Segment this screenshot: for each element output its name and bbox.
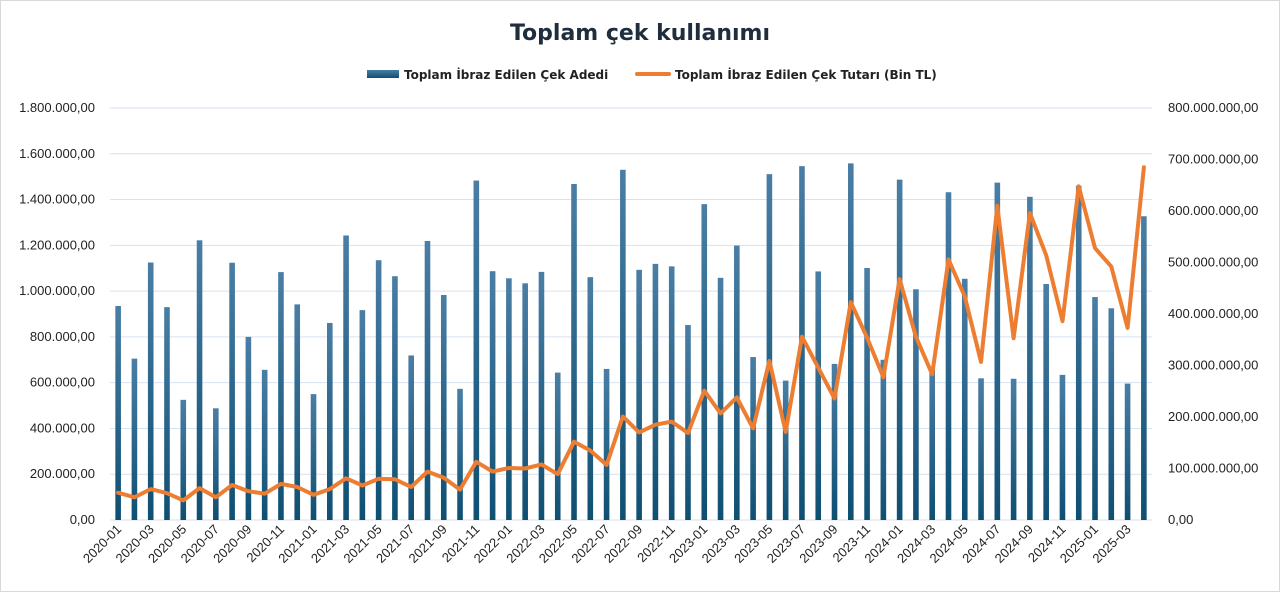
bar [294,304,301,520]
bar [766,174,773,520]
bar [538,271,545,520]
bar [603,368,610,520]
bar [717,277,724,520]
bar [424,240,431,521]
bar [164,307,170,520]
bar [375,260,382,520]
bar [734,245,740,520]
bar [1075,185,1082,521]
bar [326,322,333,520]
bar [229,262,235,520]
bar [961,278,968,520]
bar [408,355,415,520]
bar [457,388,463,520]
chart-title: Toplam çek kullanımı [510,21,770,46]
y-left-tick-label: 1.000.000,00 [19,283,95,298]
bar [571,183,577,521]
y-right-tick-label: 600.000.000,00 [1168,203,1258,218]
bar [522,283,528,520]
bar [440,295,447,520]
y-left-tick-label: 1.400.000,00 [19,192,95,207]
bar [1124,383,1131,520]
bar [636,269,642,520]
y-left-tick-label: 600.000,00 [30,375,95,390]
y-right-tick-label: 200.000.000,00 [1168,409,1258,424]
bar [131,358,138,520]
bar [994,182,1001,520]
y-left-tick-label: 200.000,00 [30,466,95,481]
bar [489,271,496,520]
bar [554,372,561,520]
bar [343,235,349,521]
bar [1027,196,1033,520]
legend-label-line: Toplam İbraz Edilen Çek Tutarı (Bin TL) [675,67,937,82]
bar [473,180,480,520]
bar [1010,378,1017,520]
bar [1108,308,1115,520]
y-left-tick-label: 800.000,00 [30,329,95,344]
y-axis-right: 0,00 100.000.000,00 200.000.000,00 300.000.… [1168,100,1258,527]
y-right-tick-label: 700.000.000,00 [1168,152,1258,167]
bar [213,408,219,520]
bar [847,163,854,520]
bar [701,204,708,520]
y-right-tick-label: 800.000.000,00 [1168,100,1258,115]
bar [278,272,284,520]
bar [587,277,594,520]
bar [896,179,903,521]
bar-series [115,163,1147,521]
bar [815,271,822,520]
bar [245,336,252,520]
bar [506,278,512,520]
bar [831,363,838,520]
bar [668,266,675,520]
bar [652,263,659,520]
y-left-tick-label: 0,00 [70,512,95,527]
bar [261,369,268,520]
bar [913,289,919,520]
bar [1092,297,1098,520]
y-right-tick-label: 500.000.000,00 [1168,255,1258,270]
bar [310,394,317,520]
bar [196,240,203,520]
y-axis-left: 0,00 200.000,00 400.000,00 600.000,00 800.00… [19,100,95,527]
bar [864,267,870,520]
bar [978,378,984,520]
bar [180,399,187,520]
y-right-tick-label: 400.000.000,00 [1168,306,1258,321]
y-left-tick-label: 1.200.000,00 [19,237,95,252]
legend: Toplam İbraz Edilen Çek Adedi Toplam İbr… [367,67,937,82]
bar [620,169,626,521]
bar [115,305,121,520]
y-left-tick-label: 1.800.000,00 [19,100,95,115]
y-right-tick-label: 100.000.000,00 [1168,461,1258,476]
legend-swatch-bars [367,70,399,78]
bar [750,357,756,520]
bar [1043,284,1049,520]
y-right-tick-label: 300.000.000,00 [1168,358,1258,373]
line-path [116,165,1146,503]
bar [392,276,398,520]
y-left-tick-label: 400.000,00 [30,420,95,435]
legend-label-bars: Toplam İbraz Edilen Çek Adedi [404,67,608,82]
bar [929,367,936,520]
x-axis: 2020-012020-032020-052020-072020-092020-… [80,522,1134,566]
y-left-tick-label: 1.600.000,00 [19,146,95,161]
line-series [116,165,1146,503]
bar [945,192,952,520]
bar [1141,216,1147,520]
bar [1059,374,1066,520]
y-right-tick-label: 0,00 [1168,512,1193,527]
bar [359,310,366,520]
bar [880,359,887,520]
bar [147,262,154,520]
bar [685,324,691,520]
bar [782,380,789,520]
